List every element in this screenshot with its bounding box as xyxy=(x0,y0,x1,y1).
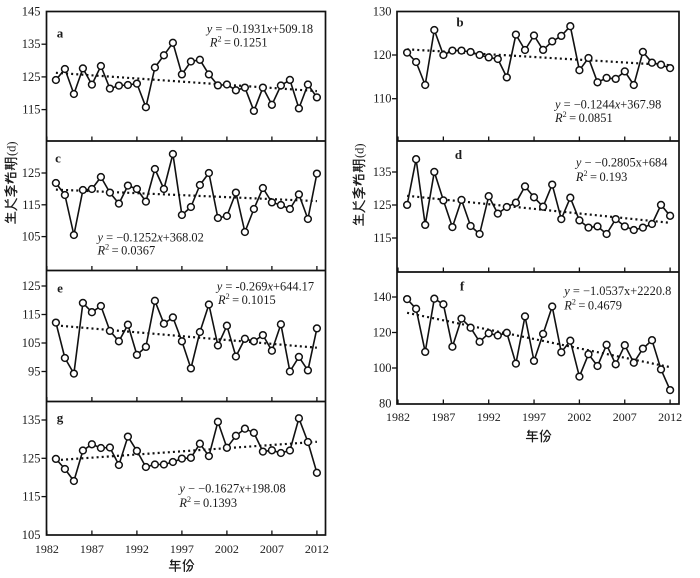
svg-text:115: 115 xyxy=(22,103,40,117)
svg-text:y = −0.1931x+509.18: y = −0.1931x+509.18 xyxy=(205,22,313,36)
svg-text:95: 95 xyxy=(28,365,41,379)
svg-text:c: c xyxy=(55,151,61,166)
svg-text:135: 135 xyxy=(373,165,392,179)
svg-text:125: 125 xyxy=(22,166,41,180)
svg-text:y = -0.269x+644.17: y = -0.269x+644.17 xyxy=(215,280,314,294)
svg-text:1987: 1987 xyxy=(80,542,104,556)
svg-text:120: 120 xyxy=(373,326,392,340)
svg-text:110: 110 xyxy=(373,92,391,106)
svg-text:105: 105 xyxy=(22,336,41,350)
svg-text:135: 135 xyxy=(22,37,41,51)
svg-text:R2 = 0.193: R2 = 0.193 xyxy=(575,169,627,185)
svg-text:2012: 2012 xyxy=(305,542,329,556)
svg-text:115: 115 xyxy=(373,231,391,245)
svg-text:80: 80 xyxy=(379,397,392,411)
svg-text:2007: 2007 xyxy=(613,410,637,424)
svg-text:R2 = 0.1393: R2 = 0.1393 xyxy=(178,495,237,511)
svg-text:y − −0.2805x+684: y − −0.2805x+684 xyxy=(574,156,668,170)
svg-text:1997: 1997 xyxy=(170,542,194,556)
svg-text:(d): (d) xyxy=(353,143,367,158)
svg-text:140: 140 xyxy=(373,290,392,304)
svg-text:1982: 1982 xyxy=(35,542,59,556)
svg-text:R2 = 0.1015: R2 = 0.1015 xyxy=(217,292,276,308)
svg-text:f: f xyxy=(460,279,465,294)
svg-text:1997: 1997 xyxy=(522,410,546,424)
svg-text:125: 125 xyxy=(22,70,41,84)
svg-text:115: 115 xyxy=(22,308,40,322)
svg-text:100: 100 xyxy=(373,361,392,375)
svg-text:115: 115 xyxy=(22,198,40,212)
svg-text:125: 125 xyxy=(373,198,392,212)
svg-text:R2 = 0.0367: R2 = 0.0367 xyxy=(97,242,156,258)
svg-text:a: a xyxy=(57,26,64,41)
svg-text:R2 = 0.4679: R2 = 0.4679 xyxy=(563,297,622,313)
svg-text:120: 120 xyxy=(373,48,392,62)
svg-text:125: 125 xyxy=(22,451,41,465)
svg-text:2002: 2002 xyxy=(215,542,239,556)
svg-text:d: d xyxy=(455,147,463,162)
svg-text:R2 = 0.0851: R2 = 0.0851 xyxy=(554,110,613,126)
svg-text:145: 145 xyxy=(22,5,41,19)
svg-text:(d): (d) xyxy=(5,141,19,156)
svg-text:125: 125 xyxy=(22,279,41,293)
svg-text:135: 135 xyxy=(22,413,41,427)
svg-text:130: 130 xyxy=(373,5,392,19)
svg-text:1992: 1992 xyxy=(125,542,149,556)
svg-text:g: g xyxy=(57,410,64,425)
svg-text:115: 115 xyxy=(22,490,40,504)
svg-text:e: e xyxy=(57,281,63,296)
svg-text:1987: 1987 xyxy=(431,410,455,424)
svg-text:y − −0.1627x+198.08: y − −0.1627x+198.08 xyxy=(177,482,285,496)
svg-text:y = −0.1252x+368.02: y = −0.1252x+368.02 xyxy=(96,231,204,245)
svg-text:y = −1.0537x+2220.8: y = −1.0537x+2220.8 xyxy=(562,284,671,298)
svg-text:1992: 1992 xyxy=(477,410,501,424)
svg-text:2002: 2002 xyxy=(567,410,591,424)
svg-text:105: 105 xyxy=(22,528,41,542)
svg-text:2012: 2012 xyxy=(658,410,682,424)
svg-text:R2 = 0.1251: R2 = 0.1251 xyxy=(209,34,268,50)
svg-text:y = −0.1244x+367.98: y = −0.1244x+367.98 xyxy=(553,97,661,111)
svg-text:105: 105 xyxy=(22,230,41,244)
svg-text:b: b xyxy=(456,15,463,30)
svg-text:2007: 2007 xyxy=(260,542,284,556)
svg-text:1982: 1982 xyxy=(386,410,410,424)
